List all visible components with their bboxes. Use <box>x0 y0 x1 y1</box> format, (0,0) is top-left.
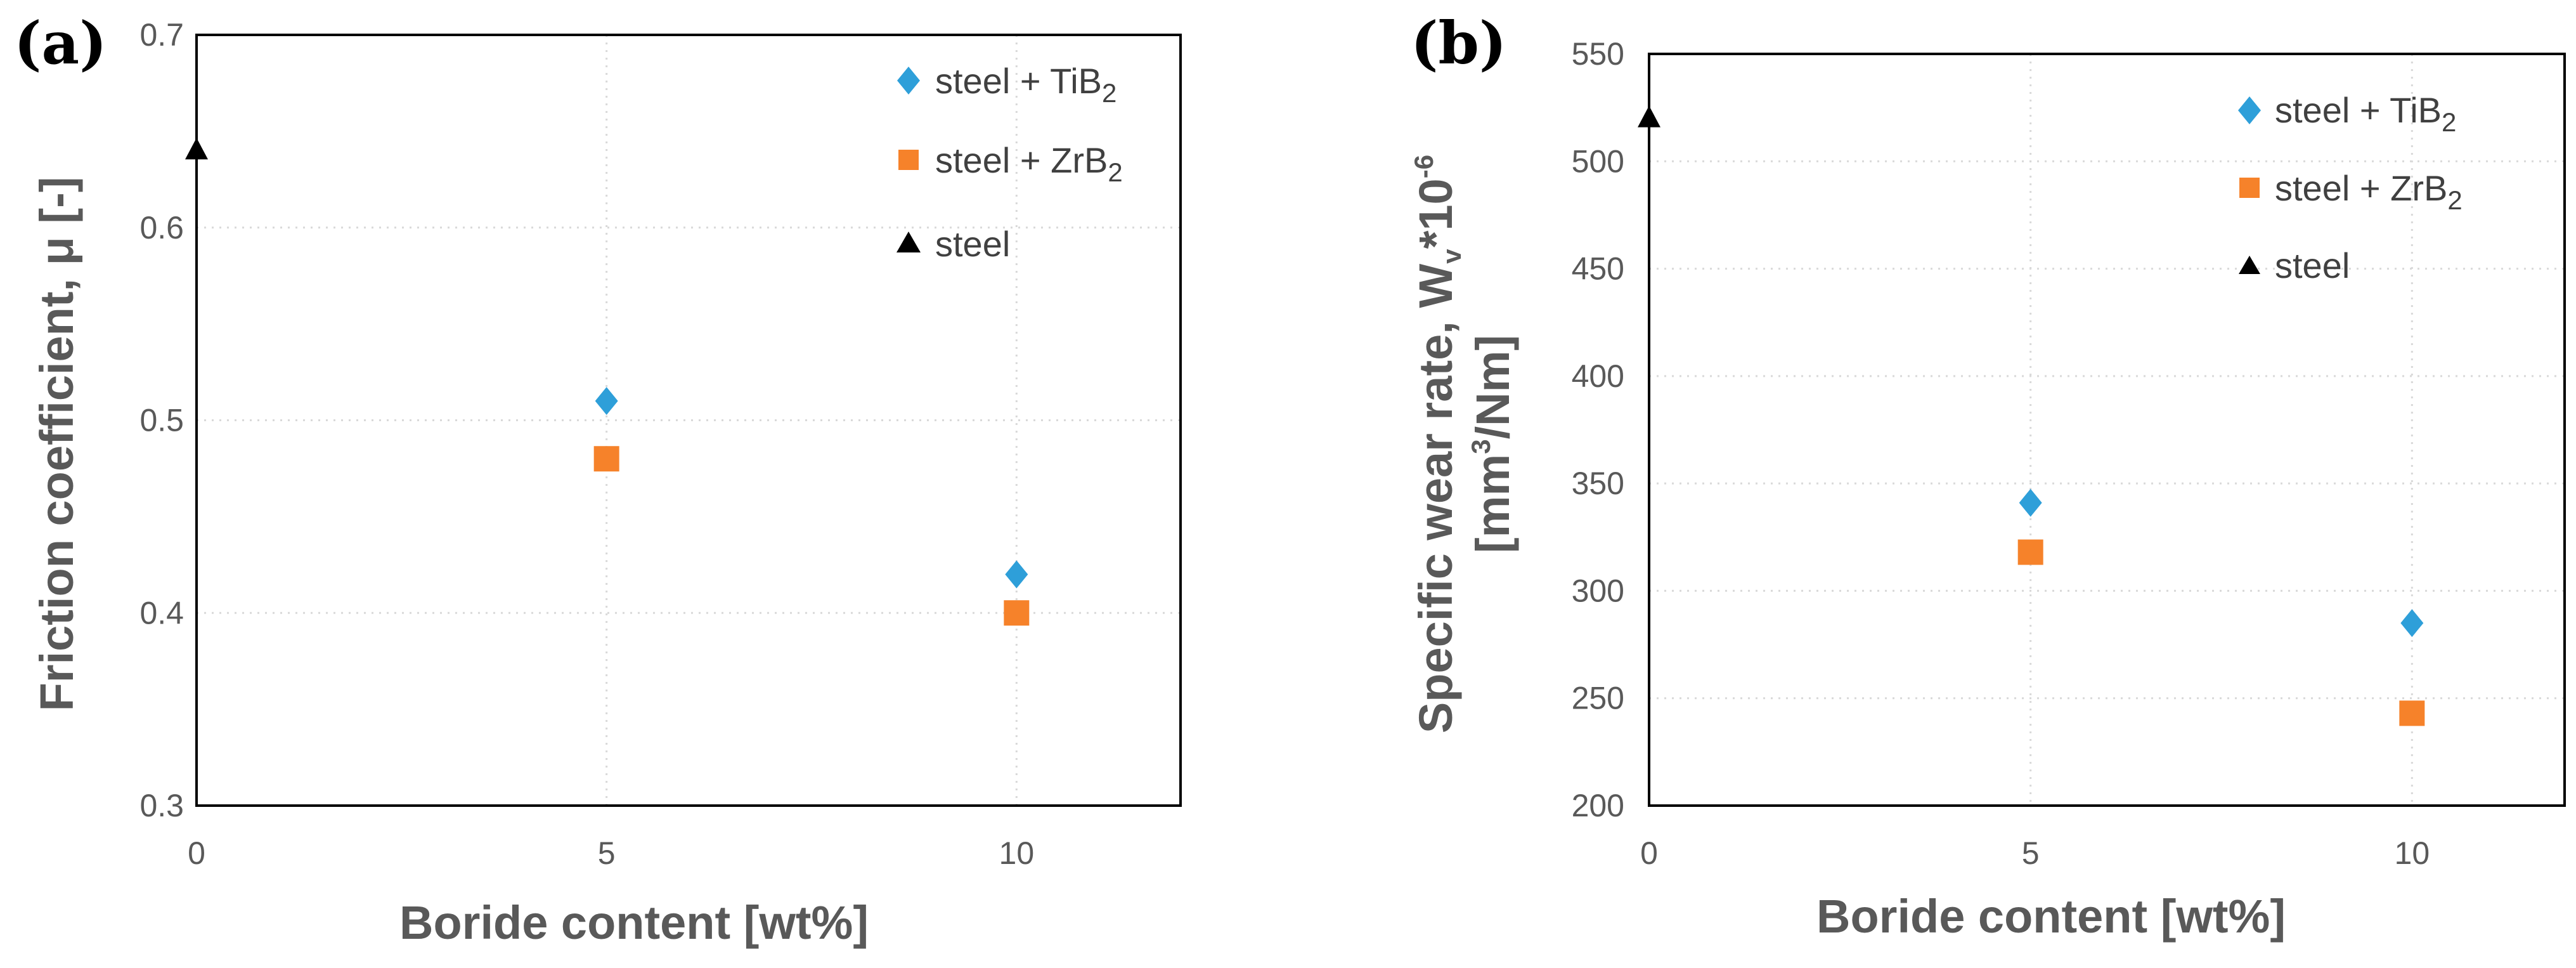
y-tick-label: 500 <box>1572 143 1624 179</box>
y-tick-label: 0.5 <box>139 403 184 438</box>
data-point-steel-tib2 <box>595 387 618 415</box>
data-point-steel-tib2 <box>2019 488 2042 517</box>
legend-marker-tib2-a <box>897 67 920 95</box>
data-marks-b <box>1638 105 2425 726</box>
x-tick-label: 5 <box>2022 835 2040 871</box>
data-point-steel-zrb2 <box>2017 539 2043 565</box>
y-tick-label: 200 <box>1572 788 1624 823</box>
y-tick-label: 250 <box>1572 681 1624 716</box>
panel-b: (b) 200 250 300 350 400 450 500 550 0 5 10 Boride… <box>1409 9 2566 943</box>
y-axis-title-a: Friction coefficient, μ [-] <box>30 177 83 712</box>
data-point-steel-zrb2 <box>2399 700 2425 726</box>
data-point-steel-zrb2 <box>1004 600 1030 626</box>
plot-frame-b <box>1648 53 2566 807</box>
y-tick-label: 0.7 <box>139 17 184 53</box>
x-tick-label: 10 <box>2395 835 2430 871</box>
legend-marker-tib2-b <box>2238 96 2261 124</box>
data-point-steel-zrb2 <box>593 446 619 472</box>
panel-label-a: (a) <box>14 9 107 77</box>
y-tick-label: 550 <box>1572 36 1624 72</box>
legend-marker-steel-a <box>896 232 921 252</box>
legend-marker-zrb2-a <box>898 150 919 170</box>
data-point-steel-tib2 <box>2400 609 2424 638</box>
y-tick-label: 400 <box>1572 358 1624 394</box>
x-axis-title-a: Boride content [wt%] <box>399 896 869 949</box>
panel-label-b: (b) <box>1411 9 1506 77</box>
grid-b <box>1649 54 2565 806</box>
data-point-steel <box>185 138 208 160</box>
legend-marker-steel-b <box>2239 256 2260 274</box>
y-tick-label: 350 <box>1572 466 1624 501</box>
legend-b: steel + TiB2 steel + ZrB2 steel <box>2238 90 2463 285</box>
x-tick-labels-a: 0 5 10 <box>188 835 1034 871</box>
y-axis-title-b-line1: Specific wear rate, Wv*10-6 <box>1409 155 1466 733</box>
x-tick-labels-b: 0 5 10 <box>1640 835 2430 871</box>
legend-label-zrb2-a: steel + ZrB2 <box>935 140 1123 187</box>
y-tick-label: 450 <box>1572 251 1624 287</box>
y-axis-title-b: Specific wear rate, Wv*10-6 [mm3/Nm] <box>1409 155 1519 733</box>
panel-a: (a) 0.3 0.4 0.5 0.6 0.7 0 5 10 Boride content … <box>14 9 1182 949</box>
legend-a: steel + TiB2 steel + ZrB2 steel <box>896 61 1123 264</box>
x-tick-label: 10 <box>999 835 1035 871</box>
legend-marker-zrb2-b <box>2239 178 2260 198</box>
data-point-steel <box>1638 105 1660 128</box>
legend-label-steel-a: steel <box>935 224 1010 264</box>
plot-frame-a <box>195 34 1182 807</box>
y-tick-label: 0.4 <box>139 595 184 631</box>
y-tick-labels-b: 200 250 300 350 400 450 500 550 <box>1572 36 1624 823</box>
legend-label-tib2-b: steel + TiB2 <box>2275 90 2456 137</box>
y-axis-title-b-line2: [mm3/Nm] <box>1466 335 1519 553</box>
x-axis-title-b: Boride content [wt%] <box>1816 890 2286 943</box>
x-tick-label: 0 <box>188 835 205 871</box>
y-tick-label: 0.3 <box>139 788 184 823</box>
y-tick-label: 300 <box>1572 573 1624 608</box>
data-point-steel-tib2 <box>1005 560 1028 589</box>
y-tick-labels-a: 0.3 0.4 0.5 0.6 0.7 <box>139 17 184 823</box>
y-tick-label: 0.6 <box>139 210 184 245</box>
legend-label-zrb2-b: steel + ZrB2 <box>2275 168 2463 215</box>
x-tick-label: 5 <box>598 835 616 871</box>
x-tick-label: 0 <box>1640 835 1658 871</box>
legend-label-tib2-a: steel + TiB2 <box>935 61 1116 108</box>
data-marks-a <box>185 138 1030 626</box>
legend-label-steel-b: steel <box>2275 245 2350 285</box>
